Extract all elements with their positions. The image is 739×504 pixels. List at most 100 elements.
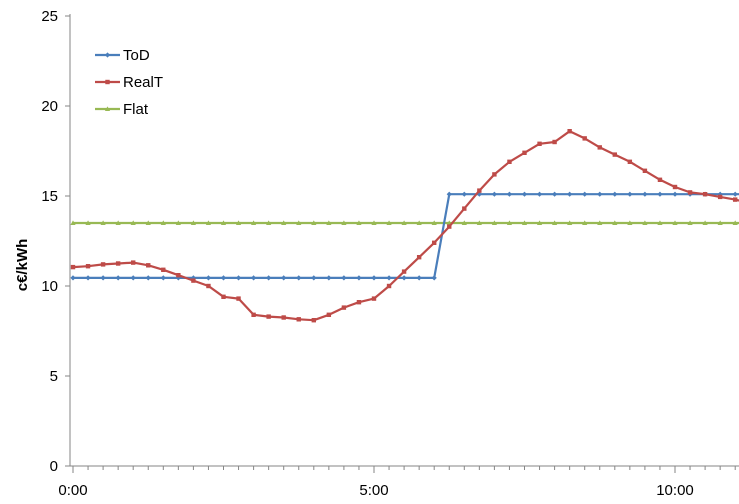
data-point-realt [432, 240, 437, 245]
data-point-tod [341, 275, 347, 281]
data-point-flat [416, 220, 422, 225]
y-tick-label: 10 [41, 278, 58, 295]
x-tick-label: 0:00 [58, 482, 87, 499]
data-point-tod [251, 275, 257, 281]
y-tick-label: 20 [41, 98, 58, 115]
data-point-tod [401, 275, 407, 281]
legend-label: Flat [123, 101, 149, 118]
data-point-realt [236, 296, 241, 301]
data-point-flat [85, 220, 91, 225]
y-axis-title: c€/kWh [14, 239, 31, 292]
data-point-tod [205, 275, 212, 281]
data-point-tod [160, 275, 166, 281]
data-point-realt [100, 262, 106, 267]
data-point-flat [70, 220, 76, 225]
data-point-flat [627, 220, 633, 225]
data-point-tod [371, 275, 377, 281]
series-layer [70, 129, 739, 323]
data-point-realt [642, 168, 648, 173]
data-point-tod [612, 191, 618, 197]
data-point-tod [732, 191, 738, 197]
data-point-tod [220, 275, 227, 281]
y-tick-label: 5 [50, 368, 58, 385]
data-point-flat [175, 220, 181, 225]
data-point-realt [281, 315, 286, 320]
data-point-realt [371, 296, 377, 301]
data-point-realt [251, 312, 256, 317]
data-point-tod [491, 191, 497, 197]
legend-swatch-marker [104, 106, 111, 111]
data-point-flat [491, 220, 497, 225]
legend-label: ToD [123, 47, 150, 64]
data-point-flat [145, 220, 151, 225]
data-point-tod [386, 275, 392, 281]
y-tick-label: 0 [50, 458, 58, 475]
data-point-flat [702, 220, 708, 225]
legend-swatch-marker [104, 52, 111, 58]
data-point-flat [160, 220, 166, 225]
data-point-realt [567, 129, 572, 134]
legend-item-flat: Flat [95, 101, 149, 118]
data-point-tod [567, 191, 573, 197]
x-tick-label: 10:00 [656, 482, 694, 499]
data-point-flat [311, 220, 317, 225]
series-flat [70, 220, 739, 225]
data-point-tod [461, 191, 467, 197]
data-point-realt [612, 152, 617, 157]
data-point-flat [506, 220, 513, 225]
data-point-realt [386, 283, 392, 289]
data-point-realt [221, 294, 226, 299]
data-point-flat [612, 220, 618, 225]
data-point-flat [190, 220, 196, 225]
series-line-tod [73, 193, 739, 279]
data-point-tod [130, 275, 136, 281]
data-point-tod [145, 275, 151, 281]
data-point-realt [597, 145, 602, 150]
data-point-realt [507, 159, 512, 164]
data-point-tod [552, 191, 558, 197]
data-point-flat [356, 220, 362, 225]
data-point-tod [582, 191, 588, 197]
y-tick-label: 15 [41, 188, 58, 205]
data-point-flat [672, 220, 678, 225]
data-point-realt [627, 159, 633, 164]
data-point-flat [597, 220, 603, 225]
data-point-realt [161, 267, 166, 272]
data-point-realt [477, 188, 482, 193]
data-point-flat [401, 220, 407, 225]
data-point-realt [582, 136, 587, 141]
data-point-flat [536, 220, 543, 225]
data-point-tod [657, 191, 663, 197]
y-tick-label: 25 [41, 8, 58, 25]
data-point-flat [687, 220, 693, 225]
data-point-flat [235, 220, 242, 225]
data-point-tod [296, 275, 302, 281]
data-point-tod [266, 275, 272, 281]
data-point-flat [521, 220, 528, 225]
data-point-realt [146, 263, 151, 268]
data-point-flat [717, 220, 723, 225]
data-point-realt [702, 192, 708, 197]
data-point-flat [582, 220, 588, 225]
data-point-flat [220, 220, 227, 225]
data-point-realt [492, 172, 497, 177]
data-point-tod [642, 191, 648, 197]
data-point-realt [296, 317, 301, 322]
data-point-flat [461, 220, 467, 225]
data-point-flat [251, 220, 257, 225]
data-point-tod [476, 191, 482, 197]
data-point-tod [672, 191, 678, 197]
data-point-realt [85, 264, 91, 269]
data-point-realt [447, 224, 452, 229]
data-point-tod [85, 275, 91, 281]
data-point-tod [446, 191, 452, 197]
data-point-tod [416, 275, 422, 281]
data-point-realt [115, 261, 121, 266]
series-line-realt [72, 130, 739, 322]
data-point-flat [476, 220, 482, 225]
data-point-tod [597, 191, 603, 197]
data-point-flat [732, 220, 738, 225]
